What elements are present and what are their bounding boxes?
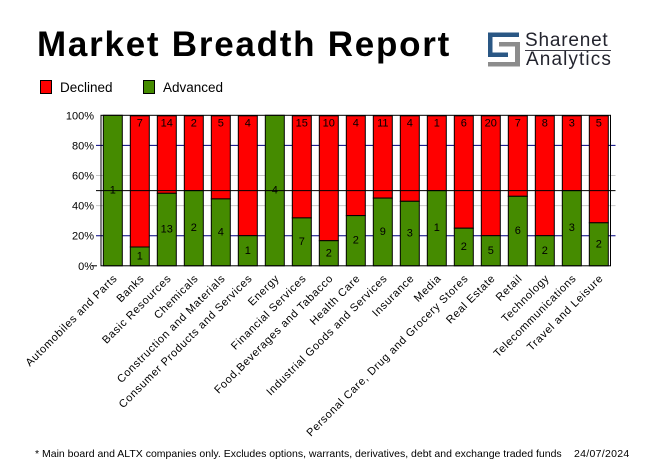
svg-text:1: 1: [434, 222, 440, 234]
svg-text:7: 7: [515, 117, 521, 129]
svg-text:13: 13: [161, 224, 173, 236]
svg-text:15: 15: [296, 117, 308, 129]
svg-text:40%: 40%: [72, 201, 94, 213]
svg-text:80%: 80%: [72, 140, 94, 152]
svg-text:Automobiles and Parts: Automobiles and Parts: [24, 273, 120, 369]
svg-text:7: 7: [299, 236, 305, 248]
svg-text:2: 2: [542, 245, 548, 257]
svg-text:14: 14: [161, 117, 173, 129]
svg-text:2: 2: [596, 238, 602, 250]
svg-text:5: 5: [596, 117, 602, 129]
svg-text:2: 2: [461, 241, 467, 253]
svg-text:10: 10: [323, 117, 335, 129]
svg-text:4: 4: [245, 117, 251, 129]
svg-text:6: 6: [515, 225, 521, 237]
svg-text:5: 5: [488, 245, 494, 257]
svg-text:6: 6: [461, 117, 467, 129]
svg-text:100%: 100%: [66, 110, 94, 122]
svg-text:3: 3: [569, 222, 575, 234]
svg-text:20%: 20%: [72, 231, 94, 243]
svg-text:2: 2: [191, 222, 197, 234]
svg-text:0%: 0%: [78, 261, 94, 273]
svg-text:9: 9: [380, 226, 386, 238]
svg-text:7: 7: [137, 117, 143, 129]
svg-text:60%: 60%: [72, 171, 94, 183]
svg-text:5: 5: [218, 117, 224, 129]
svg-text:3: 3: [407, 228, 413, 240]
svg-text:4: 4: [353, 117, 359, 129]
svg-text:1: 1: [245, 245, 251, 257]
svg-text:3: 3: [569, 117, 575, 129]
svg-text:20: 20: [485, 117, 497, 129]
svg-text:2: 2: [191, 117, 197, 129]
svg-text:1: 1: [137, 250, 143, 262]
svg-text:4: 4: [407, 117, 413, 129]
svg-text:2: 2: [353, 235, 359, 247]
svg-text:11: 11: [377, 117, 388, 129]
svg-text:4: 4: [218, 226, 224, 238]
svg-text:1: 1: [434, 117, 440, 129]
svg-text:2: 2: [326, 247, 332, 259]
svg-text:8: 8: [542, 117, 548, 129]
